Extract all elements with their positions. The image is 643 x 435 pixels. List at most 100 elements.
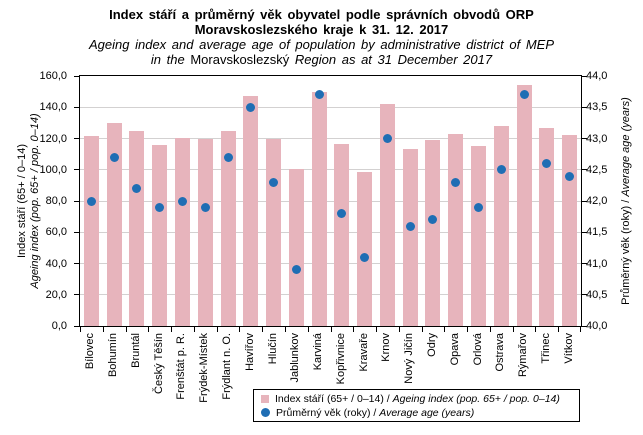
- right-axis-tick-label: 41,5: [586, 226, 608, 239]
- x-axis-tick: [285, 327, 286, 332]
- dot-Vítkov: [565, 171, 575, 181]
- right-axis-tick-label: 43,5: [586, 101, 608, 114]
- x-axis-tick: [490, 327, 491, 332]
- x-axis-label-Frýdlant n. O.: Frýdlant n. O.: [221, 333, 234, 400]
- right-axis-tick-label: 43,0: [586, 132, 608, 145]
- x-axis-tick: [376, 327, 377, 332]
- right-axis-tick-label: 41,0: [586, 257, 608, 270]
- right-axis-tick: [582, 294, 587, 296]
- bar-Frenštát p. R.: [174, 137, 190, 326]
- bar-Karviná: [311, 91, 327, 326]
- dot-Frenštát p. R.: [177, 196, 187, 206]
- gridline: [80, 138, 581, 139]
- x-axis-label-Český Těšín: Český Těšín: [152, 333, 165, 394]
- left-axis-tick: [74, 138, 79, 139]
- left-axis-tick-label: 160,0: [39, 70, 67, 82]
- legend-label: Průměrný věk (roky) / Average age (years…: [276, 406, 475, 419]
- left-axis-tick: [74, 200, 79, 202]
- dot-Nový Jičín: [405, 221, 415, 231]
- x-axis-tick: [148, 327, 149, 332]
- right-axis-tick: [582, 325, 587, 327]
- bar-Rýmařov: [516, 85, 532, 326]
- gridline: [80, 169, 581, 171]
- legend-label: Index stáří (65+ / 0–14) / Ageing index …: [275, 392, 560, 405]
- plot-area: 160,0 44,0 140,0 43,5 120,0 43,0 100,0 42,5 80,0…: [39, 70, 607, 403]
- x-axis-tick: [558, 327, 559, 332]
- right-axis-tick-label: 42,5: [586, 163, 608, 176]
- x-axis-tick: [308, 327, 309, 332]
- left-axis-tick: [74, 294, 79, 296]
- bar-Bruntál: [129, 130, 145, 326]
- left-axis-tick: [74, 169, 79, 171]
- chart-subtitle-line1: Ageing index and average age of populati…: [89, 37, 554, 52]
- dot-Bílovec: [86, 196, 96, 206]
- right-axis-tick: [582, 169, 587, 171]
- dot-Hlučín: [269, 177, 279, 187]
- right-axis-tick: [582, 231, 587, 233]
- bar-Opava: [448, 133, 464, 326]
- x-axis-tick: [467, 327, 468, 332]
- left-axis-tick-label: 20,0: [45, 288, 67, 301]
- right-axis-tick-label: 40,0: [586, 320, 608, 332]
- bar-Kravaře: [357, 172, 373, 326]
- bar-Jablunkov: [288, 168, 304, 326]
- x-axis-label-Bohumín: Bohumín: [107, 333, 120, 378]
- dot-Orlová: [474, 202, 484, 212]
- chart-title-line2: Moravskoslezského kraje k 31. 12. 2017: [194, 22, 449, 37]
- gridline: [80, 294, 581, 296]
- dot-legend-marker-icon: [261, 408, 270, 417]
- bar-Odry: [425, 140, 441, 326]
- bar-Vítkov: [562, 135, 578, 326]
- x-axis-tick: [126, 327, 127, 332]
- right-axis-tick: [582, 138, 587, 139]
- x-axis-tick: [399, 327, 400, 332]
- bar-Třinec: [539, 127, 555, 326]
- x-axis-tick: [580, 327, 581, 332]
- dot-Třinec: [542, 159, 552, 168]
- x-axis-label-Bruntál: Bruntál: [129, 333, 142, 368]
- bar-Frýdlant n. O.: [220, 130, 236, 326]
- left-axis-tick: [74, 231, 79, 233]
- left-axis-tick-label: 60,0: [45, 226, 67, 239]
- right-axis-tick: [582, 263, 587, 264]
- left-axis-tick: [74, 263, 79, 264]
- x-axis-tick: [422, 327, 423, 332]
- right-axis-tick: [582, 75, 587, 77]
- dot-Bruntál: [132, 184, 142, 193]
- chart-title-line1: Index stáří a průměrný věk obyvatel podl…: [109, 7, 534, 22]
- dot-Kopřivnice: [337, 209, 347, 218]
- dot-Krnov: [382, 134, 392, 143]
- dot-Frýdlant n. O.: [223, 152, 233, 162]
- x-axis-tick: [353, 327, 354, 332]
- x-axis-tick: [80, 327, 81, 332]
- left-axis-tick-label: 40,0: [45, 257, 67, 270]
- bar-Bílovec: [83, 136, 99, 326]
- dot-Odry: [428, 215, 438, 225]
- right-axis-title: Průměrný věk (roky) / Average age (years…: [620, 97, 632, 305]
- x-axis-tick: [331, 327, 332, 332]
- right-axis-tick-label: 42,0: [586, 195, 608, 207]
- bar-Bohumín: [106, 122, 122, 326]
- right-axis-tick: [582, 200, 587, 202]
- dot-Český Těšín: [155, 202, 165, 212]
- chart-title-block: Index stáří a průměrný věk obyvatel podl…: [0, 7, 643, 67]
- bar-Český Těšín: [152, 144, 168, 326]
- dot-Bohumín: [109, 152, 119, 162]
- bar-Nový Jičín: [402, 149, 418, 326]
- left-axis-tick-label: 0,0: [51, 320, 67, 332]
- x-axis-label-Bílovec: Bílovec: [84, 333, 97, 370]
- left-axis-tick-label: 140,0: [39, 101, 67, 114]
- x-axis-label-Frenštát p. R.: Frenštát p. R.: [175, 333, 188, 400]
- x-axis-tick: [103, 327, 104, 332]
- right-axis-tick: [582, 106, 587, 108]
- x-axis-tick: [217, 327, 218, 332]
- bar-legend-marker-icon: [261, 394, 269, 403]
- dot-Frýdek-Místek: [200, 202, 210, 212]
- left-axis-tick-label: 120,0: [39, 132, 67, 145]
- gridline: [80, 231, 581, 233]
- bar-Frýdek-Místek: [197, 138, 213, 326]
- legend: Index stáří (65+ / 0–14) / Ageing index …: [253, 389, 580, 422]
- bar-Kopřivnice: [334, 143, 350, 326]
- dot-Jablunkov: [291, 265, 301, 275]
